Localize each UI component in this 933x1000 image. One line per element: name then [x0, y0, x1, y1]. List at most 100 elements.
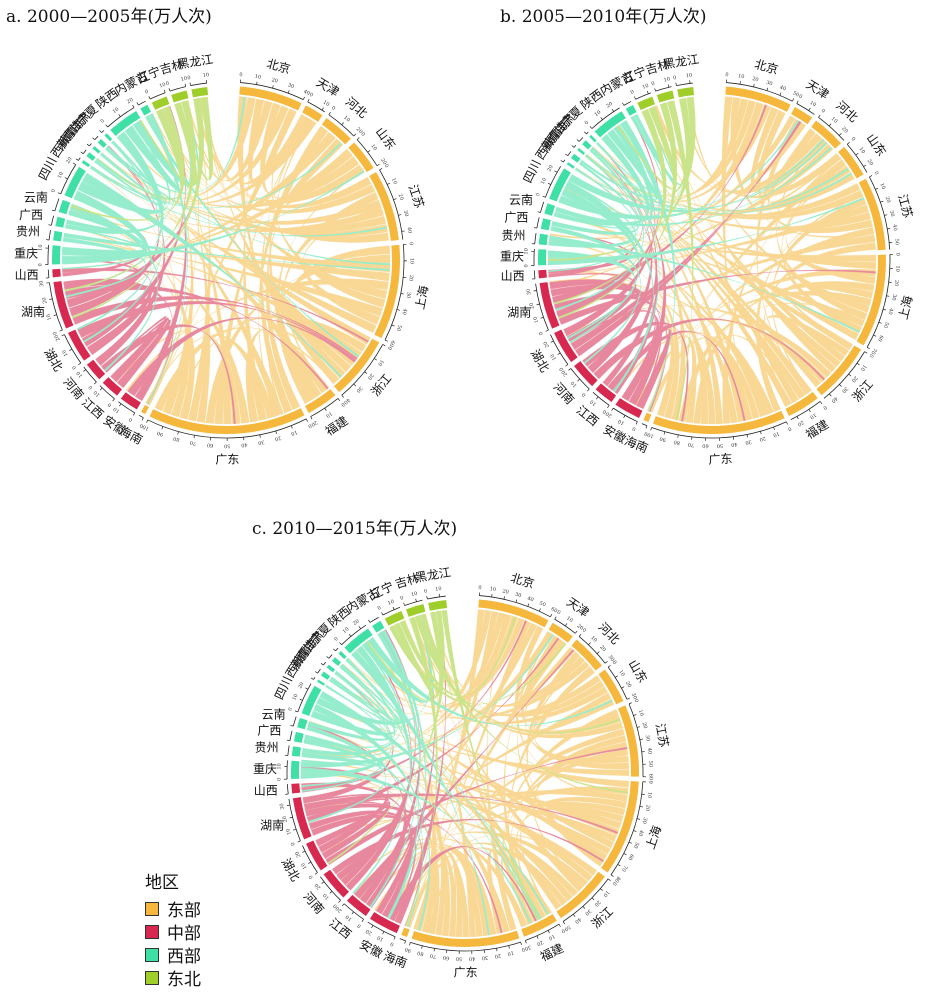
tick: [863, 164, 867, 167]
tick-label: 50: [717, 442, 724, 448]
tick-label: 10: [345, 913, 354, 922]
ribbon: [585, 154, 849, 212]
tick-label: 20: [274, 434, 282, 442]
tick-label: 0: [144, 89, 149, 96]
tick: [654, 88, 656, 92]
tick: [525, 940, 527, 944]
region-arc: [598, 669, 624, 705]
tick-label: 10: [686, 73, 693, 80]
axis-arc: [307, 101, 325, 113]
ribbon: [64, 284, 329, 390]
tick-label: 0: [478, 585, 482, 591]
region-arc: [538, 269, 547, 279]
tick: [177, 431, 179, 435]
tick-label: 40: [830, 395, 839, 404]
region-arc: [104, 133, 113, 142]
tick-label: 30: [402, 210, 409, 218]
region-arc: [566, 162, 575, 169]
tick: [61, 334, 65, 337]
tick-label: 10: [617, 418, 625, 426]
region-arc: [725, 86, 791, 112]
axis-arc: [288, 798, 301, 842]
tick: [307, 99, 310, 103]
tick: [633, 830, 637, 832]
region-arc: [344, 628, 373, 654]
legend-swatch-east: [145, 901, 159, 916]
ribbons-2: [300, 609, 630, 938]
region-label: 吉林: [158, 57, 185, 77]
tick-label: 10: [369, 143, 378, 152]
ribbon: [580, 159, 852, 214]
tick: [582, 906, 586, 909]
tick-label: 10: [808, 100, 817, 109]
tick: [635, 421, 638, 425]
tick: [547, 182, 551, 185]
tick-label: 20: [641, 722, 648, 730]
tick: [677, 434, 679, 438]
tick: [371, 925, 374, 929]
ribbon: [301, 610, 492, 757]
legend-item-east: 东部: [145, 897, 201, 921]
ribbons-1: [547, 96, 877, 425]
tick-label: 30: [524, 944, 532, 952]
region-label: 河南: [60, 374, 87, 402]
tick-label: 0: [602, 408, 608, 415]
region-arc: [348, 142, 374, 173]
tick-label: 30: [641, 817, 648, 825]
tick: [611, 407, 614, 411]
region-label: 上海: [642, 824, 664, 852]
tick: [302, 96, 305, 100]
tick-label: 0: [787, 425, 792, 432]
region-label: 河北: [596, 620, 623, 647]
tick: [421, 945, 423, 949]
region-arc: [637, 96, 656, 111]
tick-label: 40: [887, 307, 895, 315]
tick-label: 40: [241, 441, 248, 448]
tick-label: 0: [581, 627, 587, 634]
tick-label: 10: [112, 106, 121, 115]
tick-label: 10: [532, 316, 540, 324]
axis-arc: [138, 100, 146, 106]
ribbon: [551, 161, 640, 234]
tick: [379, 168, 383, 171]
tick-label: 20: [576, 623, 585, 632]
tick-label: 20: [543, 340, 551, 348]
tick-label: 10: [594, 109, 603, 118]
tick-label: 40: [302, 89, 310, 97]
tick: [562, 921, 566, 925]
tick-label: 30: [765, 80, 773, 88]
tick: [536, 303, 540, 306]
axis-arc: [578, 137, 584, 142]
ribbon: [404, 616, 438, 927]
ribbon: [420, 613, 629, 794]
tick: [808, 409, 811, 413]
region-arc: [785, 391, 818, 417]
tick-label: 0: [390, 940, 395, 947]
tick: [305, 687, 309, 690]
axis-arc: [64, 334, 82, 364]
region-arc: [589, 134, 597, 143]
tick: [69, 348, 73, 351]
tick: [611, 108, 615, 112]
ribbon: [403, 620, 584, 892]
tick: [353, 133, 357, 137]
tick: [829, 393, 832, 397]
tick: [99, 130, 102, 133]
tick: [382, 344, 386, 347]
tick: [675, 82, 677, 86]
region-arc: [838, 146, 864, 179]
ribbon: [514, 625, 627, 802]
tick: [753, 83, 755, 87]
tick-label: 0: [38, 263, 44, 266]
tick: [337, 398, 341, 401]
tick: [75, 158, 79, 161]
region-arc: [595, 383, 617, 403]
axis-arc: [287, 745, 290, 756]
tick-label: 20: [840, 126, 849, 135]
ribbon: [586, 153, 859, 341]
tick-label: 10: [390, 177, 398, 185]
tick-label: 20: [314, 882, 323, 891]
tick-label: 0: [340, 401, 346, 408]
tick: [533, 290, 537, 292]
region-arc: [316, 679, 326, 686]
